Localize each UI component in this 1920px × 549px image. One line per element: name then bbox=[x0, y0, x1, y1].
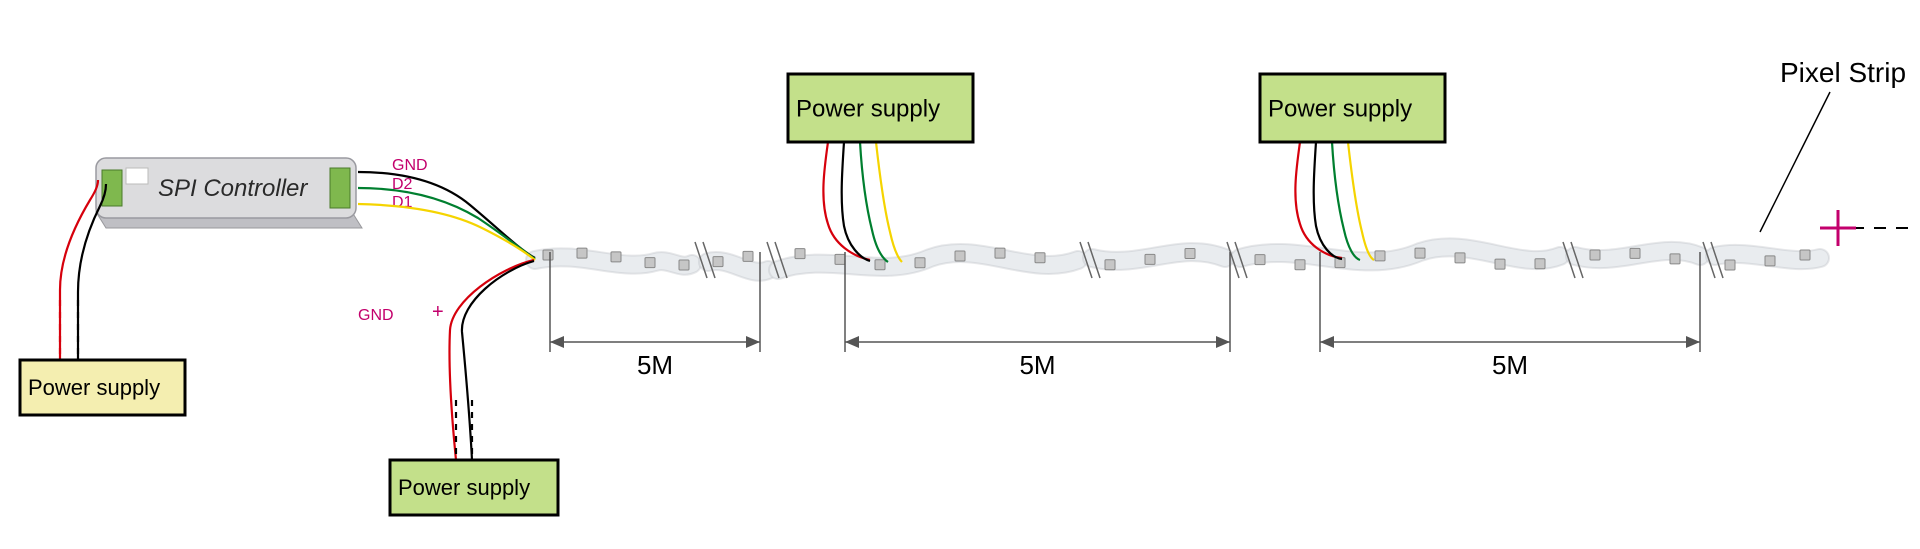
power-supply-label: Power supply bbox=[398, 475, 530, 500]
wiring-diagram: SPI ControllerGNDD2D1+GNDPower supplyPow… bbox=[0, 0, 1920, 549]
dimension-label: 5M bbox=[1492, 350, 1528, 380]
label-gnd-ps2: GND bbox=[358, 307, 394, 324]
label-gnd-out: GND bbox=[392, 157, 428, 174]
power-supply-label: Power supply bbox=[1268, 95, 1412, 122]
power-supply-ps4: Power supply bbox=[1260, 74, 1445, 142]
power-supply-label: Power supply bbox=[28, 375, 160, 400]
power-supply-ps1: Power supply bbox=[20, 360, 185, 415]
power-supply-label: Power supply bbox=[796, 95, 940, 122]
dimension-label: 5M bbox=[1019, 350, 1055, 380]
spi-controller: SPI Controller bbox=[96, 158, 362, 228]
pixel-strip-label: Pixel Strip bbox=[1780, 57, 1906, 88]
power-supply-ps2: Power supply bbox=[390, 460, 558, 515]
dimension-label: 5M bbox=[637, 350, 673, 380]
label-plus: + bbox=[432, 301, 444, 323]
power-supply-ps3: Power supply bbox=[788, 74, 973, 142]
controller-label: SPI Controller bbox=[158, 175, 308, 202]
